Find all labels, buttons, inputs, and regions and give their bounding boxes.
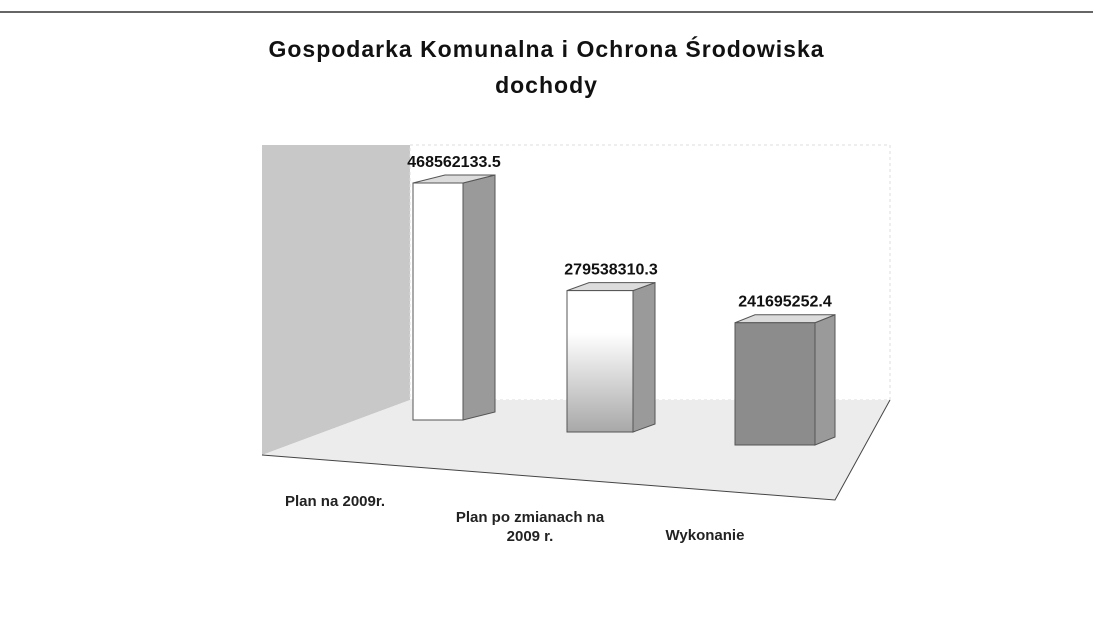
bar	[566, 290, 634, 433]
floor	[262, 400, 890, 500]
value-label: 468562133.5	[407, 154, 501, 171]
x-tick-label: Plan po zmianach na 2009 r.	[455, 509, 605, 545]
floor-edge	[261, 399, 891, 501]
x-tick-label: Wykonanie	[665, 527, 745, 544]
bar-side	[632, 281, 656, 433]
bar	[734, 322, 816, 446]
bar	[412, 182, 464, 421]
side-wall	[262, 145, 410, 455]
x-tick-label: Plan na 2009r.	[284, 493, 386, 510]
bar-side	[462, 174, 496, 421]
chart-title: Gospodarka Komunalna i Ochrona Środowisk…	[268, 36, 825, 62]
value-label: 279538310.3	[564, 262, 658, 279]
chart-subtitle: dochody	[495, 72, 598, 98]
bar-side	[814, 314, 836, 446]
value-label: 241695252.4	[738, 294, 832, 311]
